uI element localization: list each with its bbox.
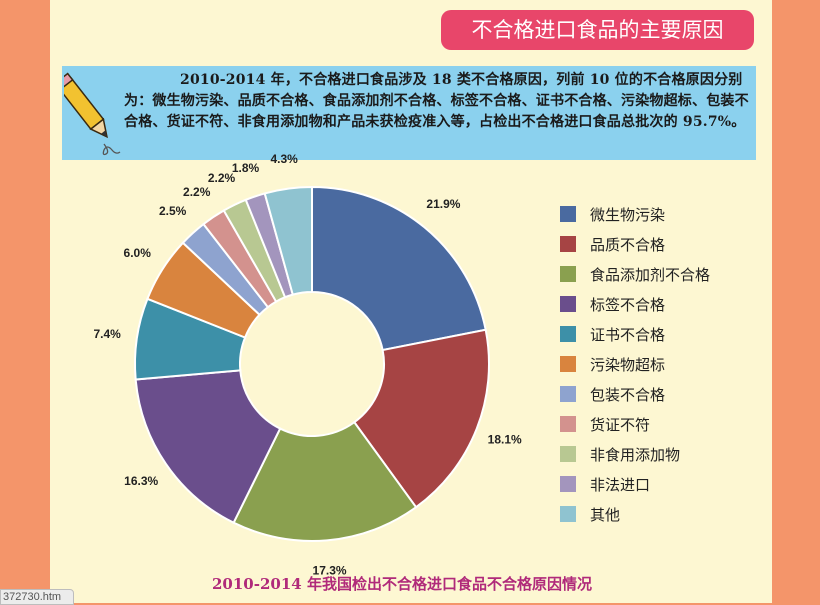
legend-label: 食品添加剂不合格: [590, 266, 710, 284]
slice-value-label: 2.2%: [183, 185, 211, 199]
chart-title: 2010-2014 年我国检出不合格进口食品不合格原因情况: [212, 575, 592, 593]
slice-value-label: 7.4%: [93, 327, 121, 341]
legend-label: 证书不合格: [590, 326, 665, 344]
pie-slice-1: [311, 185, 487, 352]
pie-slice-4: [134, 369, 282, 525]
slice-value-label: 16.3%: [124, 474, 158, 488]
legend-swatch: [560, 416, 576, 432]
legend-label: 非食用添加物: [590, 446, 680, 464]
legend-swatch: [560, 206, 576, 222]
legend-label: 微生物污染: [590, 206, 665, 224]
intro-box: [62, 66, 756, 160]
legend-label: 非法进口: [590, 476, 650, 494]
legend-swatch: [560, 446, 576, 462]
legend-label: 其他: [590, 506, 620, 524]
page-title: 不合格进口食品的主要原因: [441, 10, 754, 50]
slice-value-label: 2.5%: [159, 204, 187, 218]
slice-value-label: 2.2%: [208, 171, 236, 185]
legend-swatch: [560, 266, 576, 282]
slice-value-label: 4.3%: [270, 152, 298, 166]
slice-value-label: 6.0%: [124, 246, 152, 260]
pencil-icon: [64, 72, 121, 156]
legend-label: 污染物超标: [590, 356, 665, 374]
legend-swatch: [560, 386, 576, 402]
legend-swatch: [560, 236, 576, 252]
legend-label: 货证不符: [590, 416, 650, 434]
slice-value-label: 18.1%: [488, 433, 522, 447]
status-url[interactable]: 372730.htm: [0, 589, 75, 605]
slice-value-label: 21.9%: [426, 197, 460, 211]
pie-slice-11: [263, 185, 313, 296]
legend-label: 品质不合格: [590, 236, 665, 254]
legend-swatch: [560, 326, 576, 342]
legend-label: 包装不合格: [590, 386, 665, 404]
legend-swatch: [560, 356, 576, 372]
legend-label: 标签不合格: [590, 296, 665, 314]
intro-text: 2010-2014 年，不合格进口食品涉及 18 类不合格原因，列前 10 位的…: [124, 72, 749, 130]
slice-value-label: 17.3%: [313, 563, 347, 577]
legend-swatch: [560, 506, 576, 522]
pie-slice-3: [232, 420, 418, 542]
legend-swatch: [560, 296, 576, 312]
slice-value-label: 1.8%: [232, 161, 260, 175]
pie-slice-2: [352, 328, 490, 509]
legend-swatch: [560, 476, 576, 492]
